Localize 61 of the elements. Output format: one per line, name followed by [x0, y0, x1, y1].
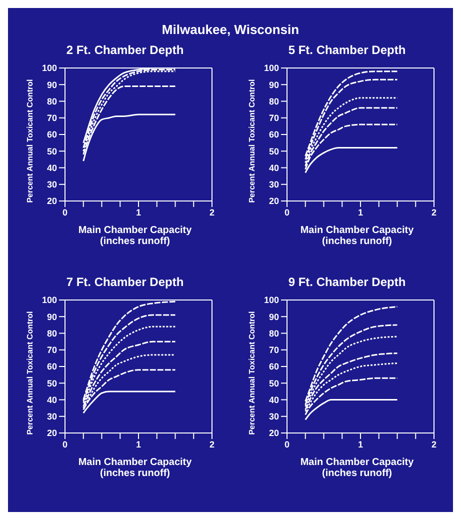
y-tick-label: 90 [46, 80, 57, 90]
y-tick-label: 50 [46, 378, 57, 388]
y-tick-label: 20 [46, 196, 57, 206]
chart-title: 5 Ft. Chamber Depth [288, 43, 406, 57]
y-tick-label: 60 [268, 362, 279, 372]
text: Milwaukee, Wisconsin [160, 22, 300, 37]
y-axis-title: Percent Annual Toxicant Control [26, 79, 34, 203]
chart-title: 2 Ft. Chamber Depth [66, 43, 184, 57]
x-tick-label: 1 [358, 207, 364, 218]
y-tick-label: 70 [268, 345, 279, 356]
y-tick-label: 80 [46, 328, 57, 338]
y-tick-label: 30 [46, 180, 57, 190]
chart-title: 9 Ft. Chamber Depth [288, 275, 406, 289]
y-tick-label: 80 [268, 96, 279, 106]
y-tick-label: 90 [268, 80, 279, 90]
y-tick-label: 70 [46, 345, 57, 356]
y-tick-label: 20 [268, 428, 279, 438]
y-tick-label: 90 [46, 312, 57, 322]
y-tick-label: 60 [268, 130, 279, 140]
y-tick-label: 60 [46, 362, 57, 372]
y-axis-title: Percent Annual Toxicant Control [248, 79, 256, 203]
x-axis-title: Main Chamber Capacity (inches runoff) [299, 457, 414, 479]
x-tick-label: 0 [62, 439, 68, 450]
y-tick-label: 30 [46, 412, 57, 422]
y-axis-title: Percent Annual Toxicant Control [248, 311, 256, 435]
x-tick-label: 1 [136, 207, 142, 218]
y-tick-label: 50 [268, 378, 279, 388]
y-tick-label: 100 [264, 295, 279, 306]
x-axis-title: Main Chamber Capacity (inches runoff) [77, 457, 192, 479]
y-tick-label: 90 [268, 312, 279, 322]
y-tick-label: 100 [264, 63, 279, 74]
x-tick-label: 2 [431, 207, 437, 218]
x-axis-title: Main Chamber Capacity (inches runoff) [77, 225, 192, 247]
y-tick-label: 50 [46, 146, 57, 156]
y-tick-label: 100 [42, 295, 57, 306]
x-tick-label: 0 [284, 207, 290, 218]
x-tick-label: 0 [62, 207, 68, 218]
y-tick-label: 20 [46, 428, 57, 438]
y-tick-label: 50 [268, 146, 279, 156]
y-tick-label: 30 [268, 180, 279, 190]
x-tick-label: 2 [209, 207, 215, 218]
y-tick-label: 40 [46, 394, 57, 405]
x-tick-label: 2 [209, 439, 215, 450]
y-tick-label: 80 [46, 96, 57, 106]
y-tick-label: 60 [46, 130, 57, 140]
x-axis-title: Main Chamber Capacity (inches runoff) [299, 225, 414, 247]
y-tick-label: 80 [268, 328, 279, 338]
y-tick-label: 100 [42, 63, 57, 74]
y-tick-label: 40 [46, 162, 57, 173]
y-tick-label: 40 [268, 162, 279, 173]
x-tick-label: 0 [284, 439, 290, 450]
y-tick-label: 20 [268, 196, 279, 206]
x-tick-label: 2 [431, 439, 437, 450]
y-tick-label: 30 [268, 412, 279, 422]
y-tick-label: 70 [46, 113, 57, 124]
chart-title: 7 Ft. Chamber Depth [66, 275, 184, 289]
x-tick-label: 1 [136, 439, 142, 450]
x-tick-label: 1 [358, 439, 364, 450]
y-tick-label: 40 [268, 394, 279, 405]
y-axis-title: Percent Annual Toxicant Control [26, 311, 34, 435]
y-tick-label: 70 [268, 113, 279, 124]
